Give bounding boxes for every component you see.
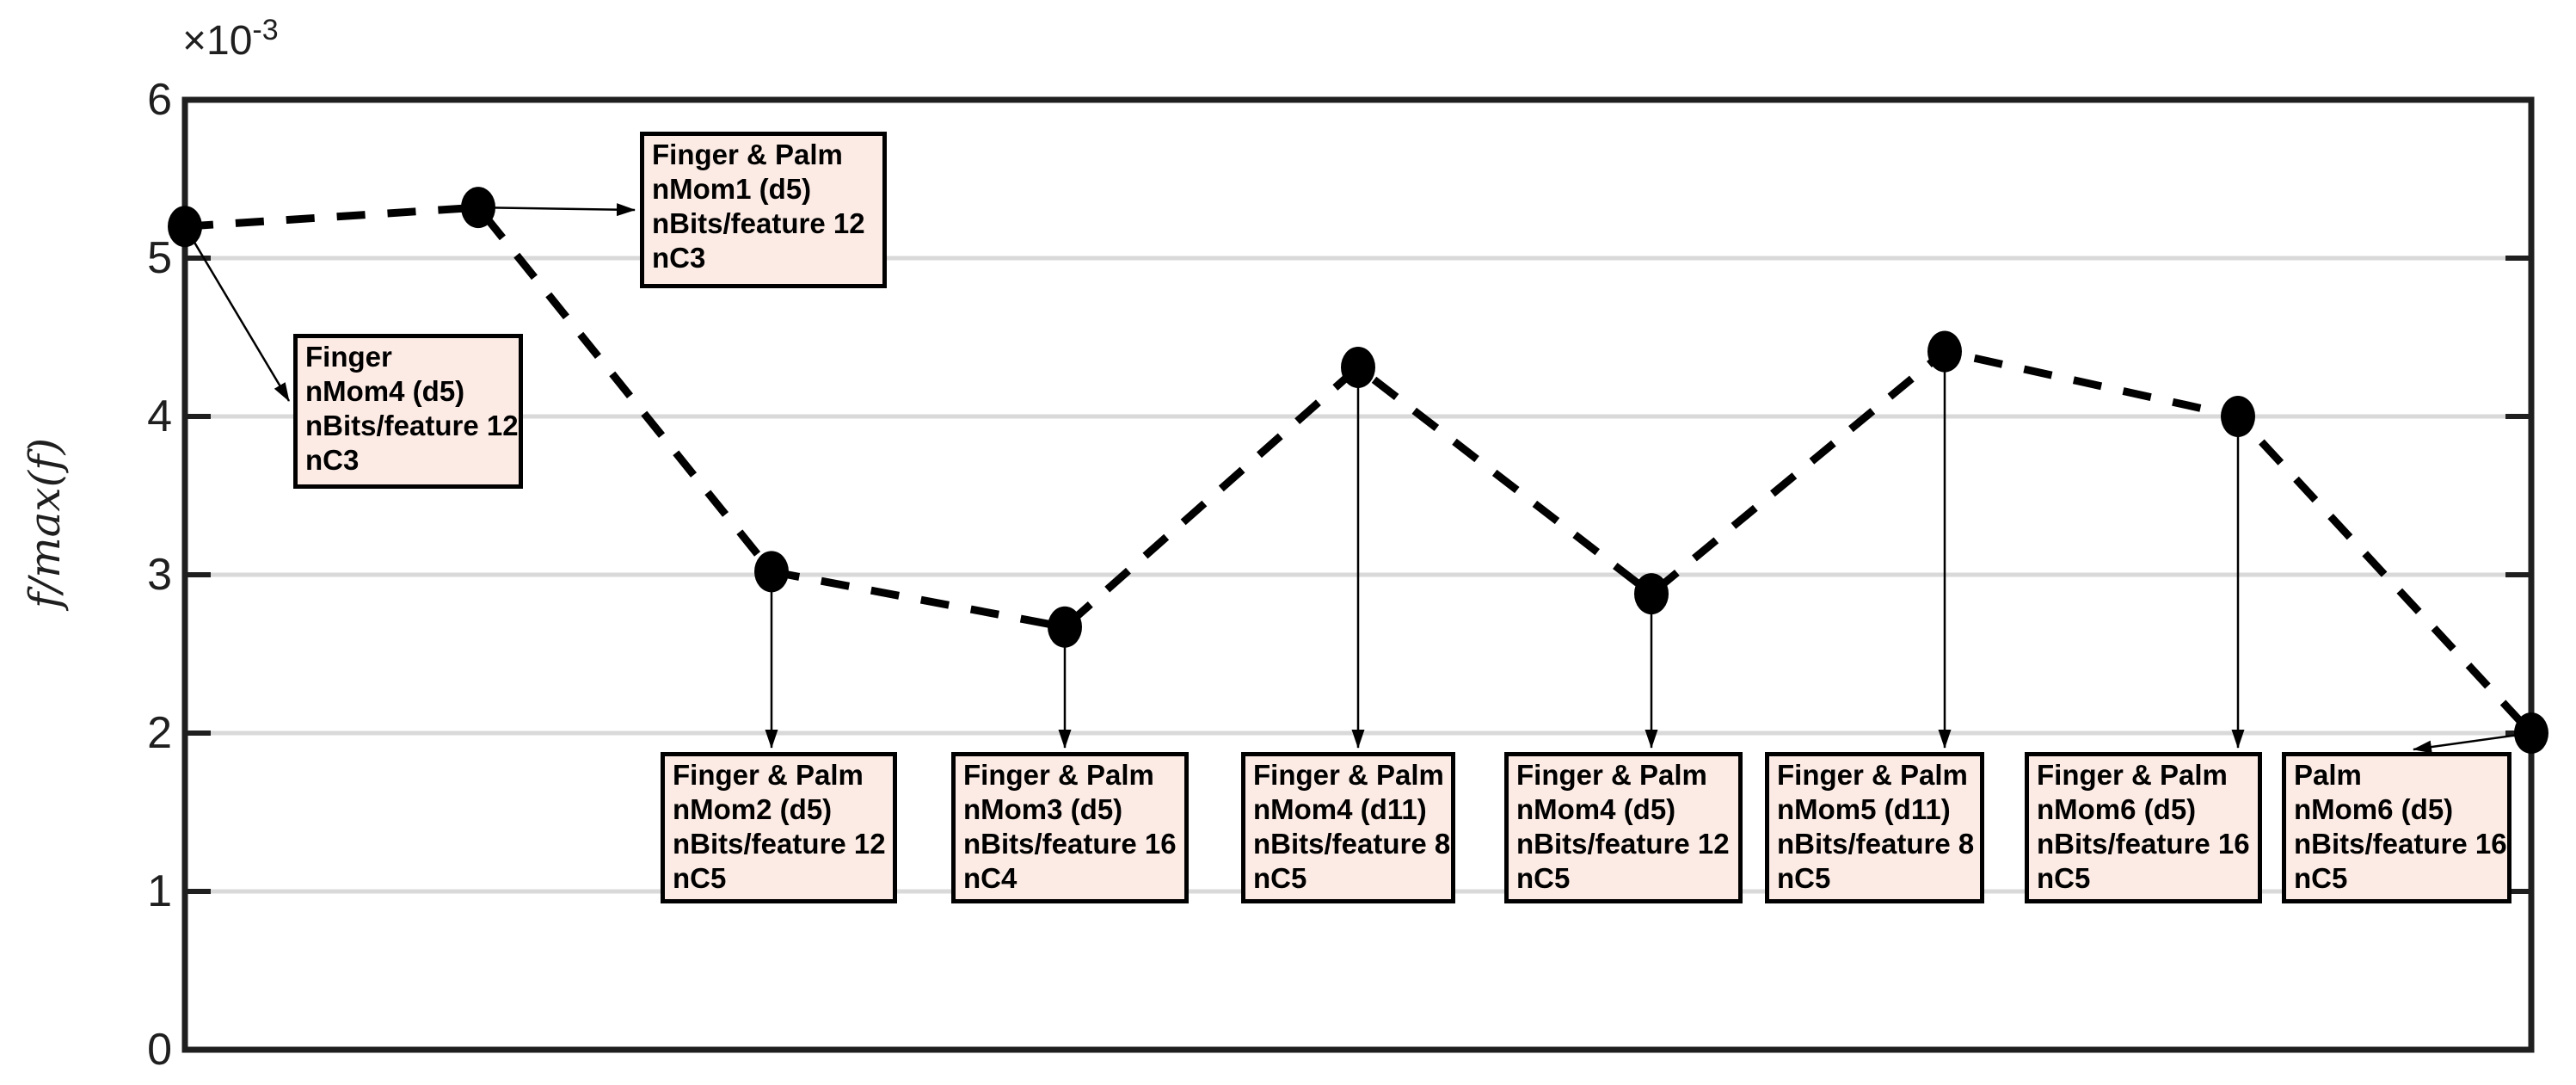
annotation-line: nC5 — [673, 862, 727, 894]
data-point — [754, 551, 789, 593]
annotation-box: Finger & Palm nMom3 (d5) nBits/feature 1… — [951, 752, 1189, 903]
annotation-line: Finger & Palm — [1516, 759, 1707, 791]
annotation-line: nBits/feature 12 — [305, 410, 519, 441]
data-point — [1927, 330, 1962, 373]
annotation-line: Finger & Palm — [1253, 759, 1444, 791]
annotation-line: Finger & Palm — [2037, 759, 2228, 791]
annotation-box: Finger & Palm nMom6 (d5) nBits/feature 1… — [2025, 752, 2262, 903]
data-point — [461, 187, 495, 229]
annotation-line: Finger & Palm — [652, 139, 843, 170]
annotation-line: nC5 — [2037, 862, 2091, 894]
y-tick-label: 2 — [147, 708, 172, 758]
y-tick-label: 6 — [147, 75, 172, 125]
annotation-line: nC4 — [963, 862, 1017, 894]
annotation-line: nBits/feature 8 — [1253, 828, 1451, 860]
data-point — [2514, 712, 2548, 754]
y-tick-label: 3 — [147, 550, 172, 600]
annotation-line: nMom4 (d11) — [1253, 793, 1427, 825]
annotation-box: Finger nMom4 (d5) nBits/feature 12 nC3 — [293, 334, 523, 489]
annotation-line: nC3 — [652, 242, 706, 274]
data-point — [1634, 573, 1669, 615]
annotation-box: Finger & Palm nMom1 (d5) nBits/feature 1… — [640, 132, 887, 288]
annotation-line: nC5 — [1777, 862, 1831, 894]
annotation-line: nBits/feature 16 — [963, 828, 1177, 860]
annotation-box: Finger & Palm nMom2 (d5) nBits/feature 1… — [661, 752, 897, 903]
annotation-line: nBits/feature 16 — [2037, 828, 2250, 860]
annotation-arrow — [183, 225, 291, 402]
annotation-line: nMom4 (d5) — [305, 375, 465, 407]
annotation-arrow — [477, 203, 636, 217]
annotation-box: Finger & Palm nMom5 (d11) nBits/feature … — [1765, 752, 1984, 903]
annotation-line: nMom3 (d5) — [963, 793, 1123, 825]
annotation-line: Finger & Palm — [673, 759, 864, 791]
annotation-line: Palm — [2294, 759, 2362, 791]
annotation-line: nMom6 (d5) — [2037, 793, 2197, 825]
y-tick-label: 5 — [147, 233, 172, 283]
y-tick-label: 4 — [147, 391, 172, 441]
data-point — [168, 206, 202, 248]
annotation-line: nMom6 (d5) — [2294, 793, 2454, 825]
annotation-box: Finger & Palm nMom4 (d11) nBits/feature … — [1241, 752, 1455, 903]
annotation-line: nBits/feature 12 — [652, 207, 865, 239]
annotation-line: nBits/feature 12 — [1516, 828, 1730, 860]
annotation-arrow — [2413, 731, 2532, 754]
annotation-line: nC5 — [1516, 862, 1571, 894]
data-point — [1048, 606, 1082, 648]
annotation-line: nC5 — [2294, 862, 2348, 894]
annotation-line: nMom5 (d11) — [1777, 793, 1951, 825]
annotation-line: nMom4 (d5) — [1516, 793, 1676, 825]
y-axis-label: f/max(f) — [20, 437, 70, 609]
annotation-line: nMom1 (d5) — [652, 173, 812, 205]
annotation-line: nC3 — [305, 444, 360, 476]
annotation-box: Palm nMom6 (d5) nBits/feature 16 nC5 — [2282, 752, 2511, 903]
data-point — [2221, 396, 2255, 437]
data-point — [1341, 346, 1375, 388]
y-axis-exponent: ×10-3 — [182, 14, 279, 65]
y-tick-label: 0 — [147, 1025, 172, 1075]
exponent-power: -3 — [252, 14, 279, 46]
annotation-box: Finger & Palm nMom4 (d5) nBits/feature 1… — [1504, 752, 1743, 903]
annotation-line: Finger — [305, 341, 392, 373]
exponent-base: ×10 — [182, 18, 253, 64]
annotation-line: Finger & Palm — [963, 759, 1154, 791]
annotation-line: nBits/feature 16 — [2294, 828, 2507, 860]
annotation-line: nC5 — [1253, 862, 1307, 894]
data-line — [184, 203, 2535, 737]
annotation-line: nMom2 (d5) — [673, 793, 833, 825]
annotation-line: nBits/feature 8 — [1777, 828, 1975, 860]
annotation-line: Finger & Palm — [1777, 759, 1968, 791]
y-tick-label: 1 — [147, 866, 172, 916]
annotation-line: nBits/feature 12 — [673, 828, 886, 860]
